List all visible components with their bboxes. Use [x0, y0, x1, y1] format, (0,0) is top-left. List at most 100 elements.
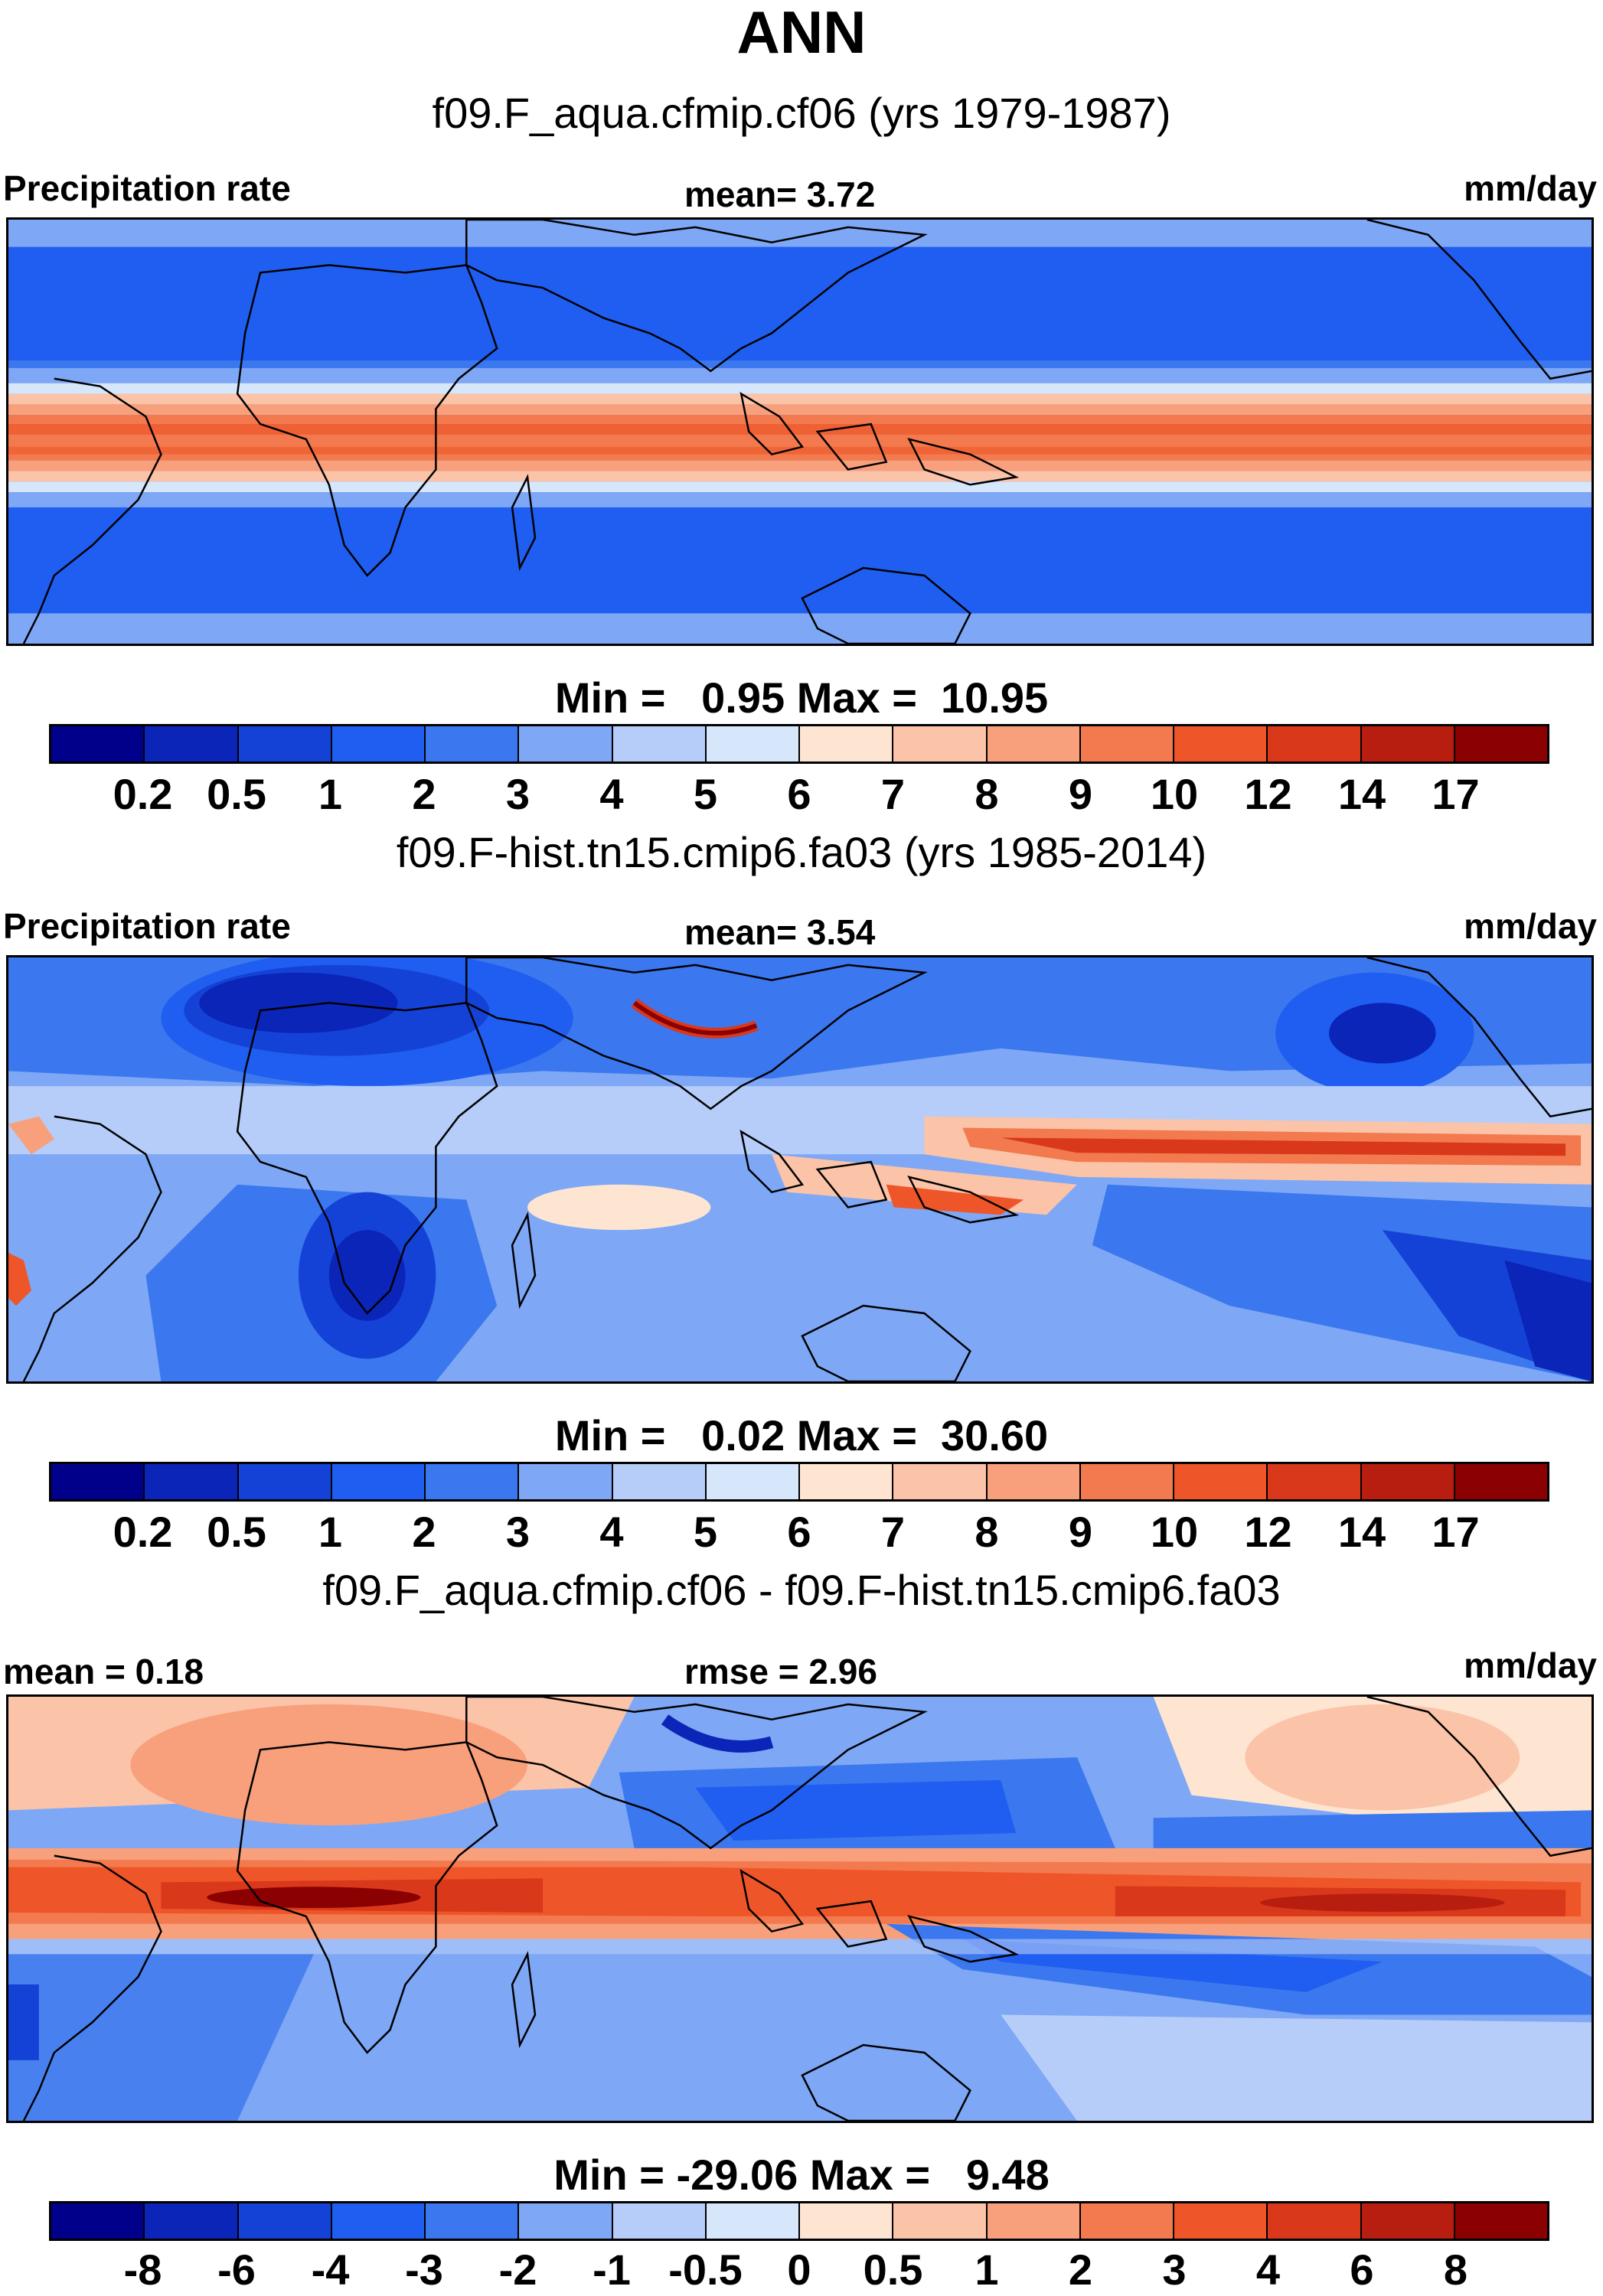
panel-1-colorbar-swatch — [1174, 726, 1268, 762]
panel-1-colorbar-ticks: 0.2 0.5 1 2 3 4 5 6 7 8 9 10 12 14 17 — [49, 770, 1549, 819]
panel-1-colorbar-swatch — [331, 726, 426, 762]
panel-1-map — [6, 217, 1594, 646]
panel-1-colorbar-tick-label: 0.2 — [113, 770, 173, 818]
panel-1-units-label: mm/day — [1464, 168, 1597, 208]
panel-2-colorbar-tick-label: 12 — [1244, 1508, 1292, 1556]
panel-3-colorbar-swatch — [893, 2203, 988, 2239]
panel-3-colorbar-tick-label: 0.5 — [863, 2245, 923, 2294]
panel-3-rmse-label: rmse = 2.96 — [684, 1652, 877, 1691]
panel-3-map — [6, 1694, 1594, 2123]
panel-3-colorbar-tick-label: -3 — [405, 2245, 443, 2294]
panel-3-colorbar-swatch — [1454, 2203, 1547, 2239]
panel-2-colorbar-swatch — [1454, 1464, 1547, 1499]
panel-3-colorbar-swatch — [800, 2203, 894, 2239]
panel-3-colorbar-swatch — [1268, 2203, 1362, 2239]
panel-2-mean-label: mean= 3.54 — [684, 912, 876, 952]
panel-1-colorbar-tick-label: 0.5 — [207, 770, 266, 818]
panel-3-colorbar-swatch — [612, 2203, 707, 2239]
panel-2-colorbar-swatch — [145, 1464, 239, 1499]
panel-3-colorbar-tick-label: -4 — [311, 2245, 350, 2294]
panel-1-colorbar-swatch — [1268, 726, 1362, 762]
panel-3-min-max: Min = -29.06 Max = 9.48 — [553, 2151, 1050, 2199]
panel-3-colorbar-tick-label: -8 — [123, 2245, 162, 2294]
panel-1-colorbar-tick-label: 8 — [975, 770, 999, 818]
panel-3-colorbar-swatch — [987, 2203, 1081, 2239]
panel-3-colorbar-swatch — [238, 2203, 332, 2239]
panel-1-case-title: f09.F_aqua.cfmip.cf06 (yrs 1979-1987) — [432, 89, 1171, 137]
season-title: ANN — [736, 0, 867, 66]
panel-1-colorbar-swatch — [519, 726, 613, 762]
panel-1-colorbar-swatch — [238, 726, 332, 762]
panel-3-colorbar-tick-label: -2 — [498, 2245, 537, 2294]
panel-3-colorbar-tick-label: 3 — [1162, 2245, 1187, 2294]
panel-3-colorbar-tick-label: -6 — [217, 2245, 256, 2294]
panel-1-colorbar-tick-label: 5 — [693, 770, 718, 818]
panel-2-colorbar-swatch — [1174, 1464, 1268, 1499]
panel-2-colorbar-tick-label: 1 — [318, 1508, 343, 1556]
panel-2-colorbar-swatch — [51, 1464, 145, 1499]
panel-3-colorbar-swatch — [1361, 2203, 1455, 2239]
panel-1-colorbar-swatch — [1361, 726, 1455, 762]
panel-1-colorbar-swatch — [1454, 726, 1547, 762]
panel-1-colorbar-tick-label: 4 — [599, 770, 624, 818]
panel-2-map-svg — [8, 957, 1592, 1381]
panel-3-colorbar-swatch — [331, 2203, 426, 2239]
panel-3-colorbar-tick-label: 2 — [1068, 2245, 1093, 2294]
panel-3-units-label: mm/day — [1464, 1645, 1597, 1685]
panel-1-colorbar — [49, 724, 1549, 764]
panel-1-colorbar-swatch — [706, 726, 800, 762]
panel-1-colorbar-swatch — [1080, 726, 1174, 762]
panel-1-mean-label: mean= 3.72 — [684, 174, 876, 214]
panel-1-colorbar-tick-label: 2 — [412, 770, 436, 818]
panel-3-colorbar-tick-label: 1 — [975, 2245, 999, 2294]
panel-1-colorbar-tick-label: 9 — [1068, 770, 1093, 818]
panel-1-colorbar-tick-label: 7 — [880, 770, 906, 818]
panel-2-colorbar-tick-label: 0.5 — [207, 1508, 266, 1556]
panel-2-colorbar-tick-label: 8 — [975, 1508, 999, 1556]
panel-1-colorbar-swatch — [800, 726, 894, 762]
panel-2-colorbar-tick-label: 17 — [1432, 1508, 1480, 1556]
panel-3-colorbar-tick-label: -1 — [593, 2245, 631, 2294]
panel-1-colorbar-swatch — [426, 726, 520, 762]
panel-1-colorbar-tick-label: 17 — [1432, 770, 1480, 818]
panel-3-colorbar-tick-label: -0.5 — [668, 2245, 743, 2294]
panel-2-colorbar-swatch — [426, 1464, 520, 1499]
panel-3-colorbar-ticks: -8 -6 -4 -3 -2 -1 -0.5 0 0.5 1 2 3 4 6 8 — [49, 2245, 1549, 2294]
panel-3-colorbar-swatch — [426, 2203, 520, 2239]
panel-2-variable-label: Precipitation rate — [3, 906, 291, 946]
panel-2-colorbar-swatch — [706, 1464, 800, 1499]
panel-2-colorbar-ticks: 0.2 0.5 1 2 3 4 5 6 7 8 9 10 12 14 17 — [49, 1508, 1549, 1557]
panel-3-map-svg — [8, 1697, 1592, 2121]
panel-2-colorbar-swatch — [893, 1464, 988, 1499]
panel-2-colorbar-swatch — [1268, 1464, 1362, 1499]
panel-1-colorbar-swatch — [612, 726, 707, 762]
panel-3-colorbar-swatch — [1174, 2203, 1268, 2239]
panel-3-mean-label: mean = 0.18 — [3, 1652, 204, 1691]
panel-2-colorbar-tick-label: 7 — [880, 1508, 906, 1556]
panel-2-colorbar-tick-label: 6 — [787, 1508, 811, 1556]
panel-3-colorbar-swatch — [519, 2203, 613, 2239]
panel-2-colorbar-tick-label: 10 — [1150, 1508, 1199, 1556]
panel-2-map — [6, 955, 1594, 1384]
panel-3-colorbar-swatch — [51, 2203, 145, 2239]
panel-1-colorbar-tick-label: 6 — [787, 770, 811, 818]
panel-1-colorbar-tick-label: 3 — [505, 770, 531, 818]
panel-3-colorbar-tick-label: 0 — [787, 2245, 811, 2294]
panel-2-units-label: mm/day — [1464, 906, 1597, 946]
panel-2-case-title: f09.F-hist.tn15.cmip6.fa03 (yrs 1985-201… — [396, 828, 1207, 876]
panel-3-colorbar-swatch — [1080, 2203, 1174, 2239]
panel-2-colorbar-swatch — [987, 1464, 1081, 1499]
panel-2-colorbar-swatch — [612, 1464, 707, 1499]
panel-2-colorbar-swatch — [1080, 1464, 1174, 1499]
panel-2-colorbar-tick-label: 5 — [693, 1508, 718, 1556]
panel-1-min-max: Min = 0.95 Max = 10.95 — [554, 673, 1049, 722]
panel-2-colorbar-swatch — [331, 1464, 426, 1499]
panel-3-colorbar-tick-label: 8 — [1443, 2245, 1468, 2294]
panel-1-colorbar-swatch — [987, 726, 1081, 762]
panel-1-colorbar-tick-label: 10 — [1150, 770, 1199, 818]
panel-2-colorbar-tick-label: 2 — [412, 1508, 436, 1556]
panel-2-colorbar-tick-label: 4 — [599, 1508, 624, 1556]
panel-2-colorbar-swatch — [238, 1464, 332, 1499]
panel-2-colorbar-tick-label: 14 — [1337, 1508, 1386, 1556]
panel-1-map-svg — [8, 220, 1592, 644]
